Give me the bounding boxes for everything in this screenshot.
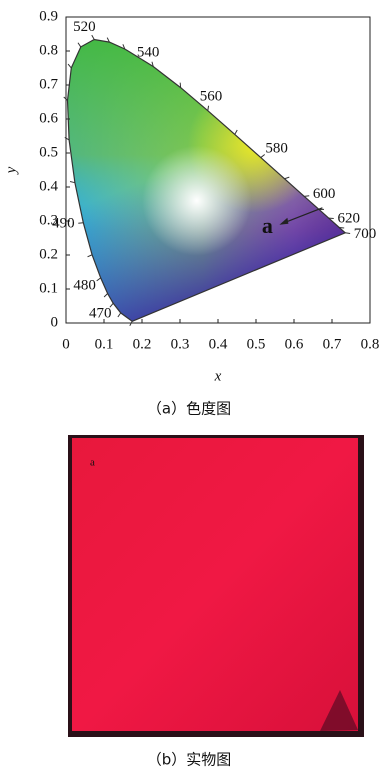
locus-hatch: [88, 255, 93, 257]
caption: （a）色度图: [147, 400, 231, 418]
wavelength-label: 470: [89, 305, 112, 321]
x-tick-label: 0.7: [323, 336, 342, 352]
locus-hatch: [345, 233, 350, 234]
locus-hatch: [92, 35, 94, 39]
locus-hatch: [304, 196, 309, 197]
wavelength-label: 540: [137, 44, 160, 60]
x-tick-label: 0.8: [361, 336, 379, 352]
locus-hatch: [130, 321, 132, 325]
y-axis-label: y: [3, 166, 19, 175]
photo-label: a: [90, 457, 95, 469]
x-tick-label: 0.5: [247, 336, 266, 352]
y-tick-label: 0.9: [39, 8, 58, 24]
locus-hatch: [285, 177, 290, 179]
locus-hatch: [208, 106, 209, 111]
photo-sample: [72, 438, 358, 731]
y-tick-label: 0.6: [39, 110, 58, 126]
wavelength-label: 520: [73, 19, 96, 35]
wavelength-label: 700: [354, 226, 377, 242]
wavelength-label: 600: [313, 186, 336, 202]
y-tick-label: 0.4: [39, 178, 58, 194]
color-gamut: [66, 17, 370, 323]
y-tick-label: 0.7: [39, 76, 58, 92]
wavelength-label: 490: [52, 216, 75, 232]
caption: （b）实物图: [147, 751, 232, 769]
x-tick-label: 0.1: [95, 336, 114, 352]
wavelength-label: 620: [337, 210, 360, 226]
x-tick-label: 0.6: [285, 336, 304, 352]
wavelength-label: 560: [200, 88, 223, 104]
y-tick-label: 0: [51, 314, 59, 330]
y-tick-label: 0.1: [39, 280, 58, 296]
locus-hatch: [235, 130, 237, 134]
y-tick-label: 0.8: [39, 42, 58, 58]
wavelength-label: 480: [73, 278, 96, 294]
y-tick-label: 0.2: [39, 246, 58, 262]
locus-hatch: [118, 313, 121, 317]
x-tick-label: 0.2: [133, 336, 152, 352]
locus-hatch: [339, 227, 344, 228]
x-tick-label: 0: [62, 336, 70, 352]
figure: x y （a）色度图 a （b）实物图 0 0.1 0.2 0.3 0.4 0.5 0.6 0…: [0, 0, 379, 773]
annotation-label: a: [262, 213, 273, 238]
locus-hatch: [261, 155, 265, 158]
locus-hatch: [104, 293, 108, 297]
x-tick-label: 0.4: [209, 336, 228, 352]
wavelength-label: 580: [265, 140, 288, 156]
locus-hatch: [78, 223, 83, 224]
page: x y （a）色度图 a （b）实物图 0 0.1 0.2 0.3 0.4 0.5 0.6 0…: [0, 0, 379, 773]
x-tick-label: 0.3: [171, 336, 190, 352]
locus-hatch: [78, 43, 81, 47]
locus-hatch: [68, 64, 71, 68]
x-axis-label: x: [214, 368, 222, 384]
y-tick-label: 0.5: [39, 144, 58, 160]
locus-hatch: [97, 278, 101, 281]
